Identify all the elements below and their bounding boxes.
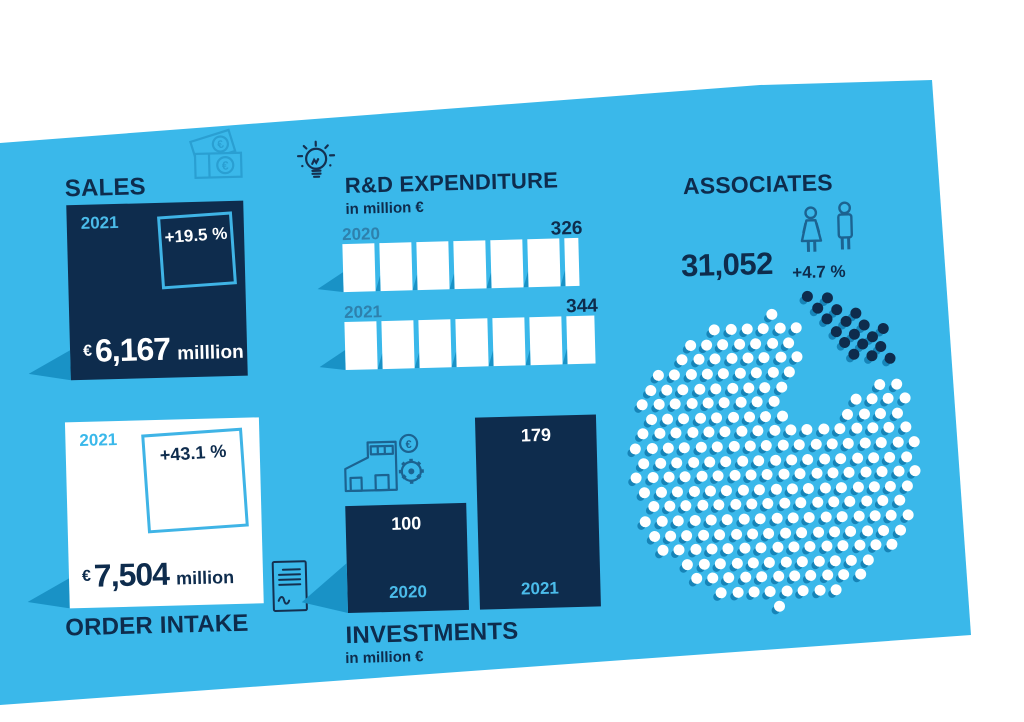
svg-text:€: € <box>405 439 411 451</box>
investments-bar-2020: 100 2020 <box>345 502 469 613</box>
investments-year: 2020 <box>388 581 428 602</box>
section-rnd: R&D EXPENDITURE in million € 2020 326 20… <box>0 93 1024 720</box>
factory-euro-gear-icon: € <box>338 429 436 505</box>
lightbulb-icon <box>293 139 340 192</box>
woman-man-icons <box>795 196 861 262</box>
svg-text:€: € <box>216 138 225 151</box>
investments-title: INVESTMENTS <box>345 617 519 650</box>
investments-value: 179 <box>520 424 552 446</box>
gear-icon <box>398 458 424 484</box>
section-associates: ASSOCIATES 31,052 +4. <box>0 93 1024 720</box>
content-layer: SALES € € 2021 +19.5 % €6,167 milllion <box>0 93 1024 720</box>
investments-bar-2021: 179 2021 <box>474 414 601 610</box>
document-icon <box>270 558 312 617</box>
man-icon <box>837 201 853 250</box>
section-sales: SALES € € 2021 +19.5 % €6,167 milllion <box>0 93 1024 720</box>
banknotes-icon: € € <box>178 127 255 185</box>
investments-year: 2021 <box>520 578 560 599</box>
investments-bar-shadow <box>301 563 348 614</box>
investments-subtitle: in million € <box>344 648 424 668</box>
svg-text:€: € <box>222 159 229 173</box>
woman-icon <box>800 206 823 252</box>
investments-value: 100 <box>390 513 422 534</box>
section-order-intake: 2021 +43.1 % €7,504 million ORDER INTAKE <box>0 93 1024 720</box>
section-investments: € 100 2020 179 2021 INVESTMENT <box>0 93 1024 720</box>
